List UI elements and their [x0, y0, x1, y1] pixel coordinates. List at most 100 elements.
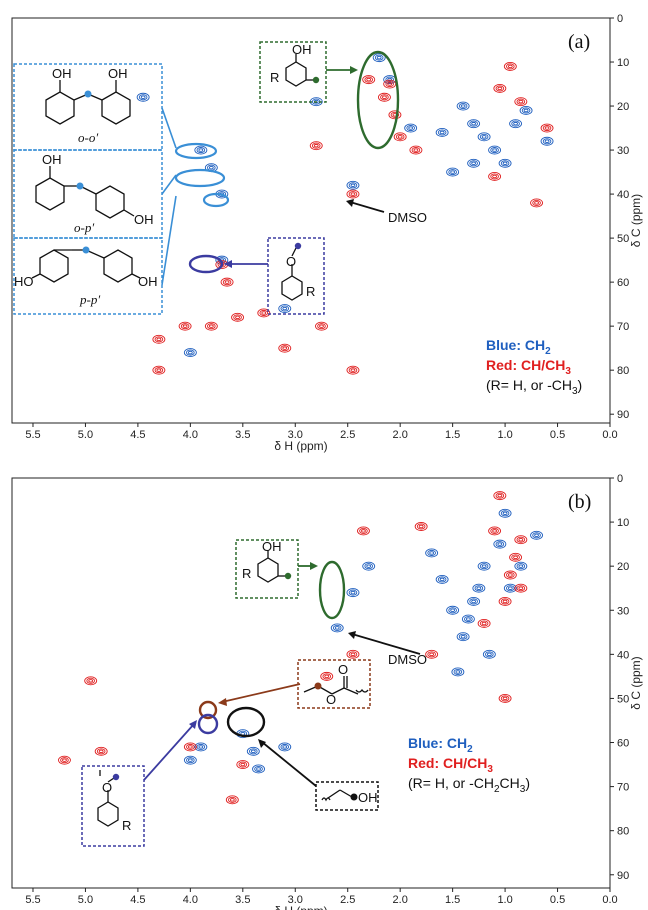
peak-b-ch-10 [183, 742, 197, 752]
y-tick-label-b-7: 70 [617, 782, 629, 794]
ellipse-pp [202, 192, 230, 208]
peak-a-ch2-9 [488, 145, 502, 155]
structure-label-oo: o-o′ [78, 130, 98, 145]
x-tick-label-b-3: 4.0 [183, 894, 198, 906]
peak-b-ch2-21 [330, 623, 344, 633]
hydroxyl-box-frame-b [315, 781, 379, 811]
peak-b-ch2-19 [194, 742, 208, 752]
circle-brown-b [198, 700, 218, 720]
peak-b-ch2-15 [246, 746, 260, 756]
peak-b-ch2-1 [461, 614, 475, 624]
peak-b-ch-17 [58, 755, 71, 765]
x-axis-label-a: δ H (ppm) [274, 439, 327, 453]
panel-b-frame [11, 477, 611, 889]
peak-a-ch2-22 [467, 158, 481, 168]
y-tick-label-a-7: 70 [617, 321, 629, 333]
peak-a-ch2-10 [509, 119, 523, 129]
atom-oh-green-b: OH [262, 539, 282, 554]
peak-a-ch-11 [152, 334, 166, 344]
peak-a-ch-20 [204, 321, 218, 331]
x-tick-label-b-5: 3.0 [288, 894, 303, 906]
legend-note-a: (R= H, or -CH3) [486, 377, 582, 397]
panel-a-frame [11, 17, 611, 424]
peak-b-ch2-23 [498, 508, 512, 518]
peak-a-ch-21 [178, 321, 192, 331]
atom-oh-hydroxyl: OH [358, 790, 378, 805]
peak-a-ch-8 [220, 277, 234, 287]
phenyl-ether-box-frame-a [267, 237, 325, 315]
y-tick-label-a-1: 10 [617, 57, 629, 69]
x-tick-label-a-10: 0.5 [550, 429, 565, 441]
peak-b-ch-7 [477, 619, 491, 628]
y-tick-label-a-9: 90 [617, 409, 629, 421]
x-tick-label-b-10: 0.5 [550, 894, 565, 906]
arrow-purple-b [143, 723, 195, 781]
y-tick-label-b-1: 10 [617, 517, 629, 529]
methylene-marker-pp [82, 246, 90, 254]
atom-oh-pp: OH [138, 274, 158, 289]
y-tick-label-b-8: 80 [617, 826, 629, 838]
phenol-alkyl-box-frame-a [259, 41, 327, 103]
arrowhead-green-a [350, 66, 358, 74]
y-tick-label-b-9: 90 [617, 870, 629, 882]
peak-a-ch2-21 [540, 136, 554, 146]
structure-pp-diphenol [31, 249, 141, 283]
peak-b-ch-18 [425, 649, 439, 659]
y-axis-label-b: δ C (ppm) [629, 656, 643, 709]
peak-b-ch-15 [94, 746, 108, 756]
peak-b-ch2-3 [472, 583, 486, 593]
x-tick-label-a-8: 1.5 [445, 429, 460, 441]
x-tick-label-a-9: 1.0 [497, 429, 512, 441]
peak-a-ch-2 [388, 110, 402, 120]
arrowhead-purple-b [189, 720, 197, 729]
ellipse-green-a [356, 50, 400, 150]
peak-b-ch2-6 [493, 539, 507, 549]
dmso-label-a: DMSO [388, 210, 427, 225]
peak-a-ch-22 [315, 321, 328, 331]
legend-red-b: Red: CH/CH3 [408, 755, 493, 775]
phenyl-ether-marker-a [294, 242, 302, 250]
ellipse-oo [174, 142, 218, 160]
peak-b-ch2-9 [446, 605, 460, 615]
peak-b-ch2-20 [278, 742, 292, 752]
circle-purple-b [197, 713, 219, 735]
x-tick-label-b-6: 2.5 [340, 894, 355, 906]
y-tick-label-a-6: 60 [617, 277, 629, 289]
phenyl-ether-box-frame-b [81, 765, 145, 847]
atom-oh-green-a: OH [292, 42, 312, 57]
peak-b-ch2-22 [425, 548, 439, 558]
peak-a-ch-18 [530, 198, 544, 208]
structure-box-oo [13, 63, 163, 151]
peak-b-ch-12 [357, 526, 370, 536]
legend-blue-a: Blue: CH2 [486, 337, 551, 357]
peak-a-ch-23 [309, 141, 323, 151]
phenol-alkyl-marker-b [284, 572, 292, 580]
x-tick-label-a-0: 5.5 [25, 429, 40, 441]
dmso-label-b: DMSO [388, 652, 427, 667]
peak-b-ch2-2 [456, 632, 470, 642]
x-tick-label-b-0: 5.5 [25, 894, 40, 906]
atom-ho-pp: HO [14, 274, 34, 289]
arrowhead-purple-a [224, 260, 232, 268]
ellipse-purple-a [188, 254, 224, 274]
y-tick-label-a-3: 30 [617, 145, 629, 157]
arrow-dmso-b [351, 633, 421, 655]
peak-a-ch-14 [514, 97, 528, 107]
peak-a-ch2-6 [467, 119, 481, 129]
atom-r-green-a: R [270, 70, 279, 85]
peak-b-ch2-11 [451, 667, 465, 677]
ellipse-black-b [226, 706, 266, 738]
peak-b-ch-11 [236, 760, 250, 770]
x-tick-label-a-3: 4.0 [183, 429, 198, 441]
peak-a-ch2-12 [498, 158, 512, 168]
peak-a-ch-12 [152, 365, 166, 375]
peak-b-ch-13 [320, 671, 334, 681]
peak-b-ch2-10 [435, 574, 449, 584]
peak-b-ch2-12 [530, 530, 544, 540]
peak-b-ch2-8 [514, 561, 528, 571]
panel-b-label: (b) [568, 491, 591, 513]
peak-b-ch-4 [498, 596, 512, 606]
peak-a-ch-3 [362, 75, 376, 85]
peak-b-ch-1 [509, 552, 523, 562]
